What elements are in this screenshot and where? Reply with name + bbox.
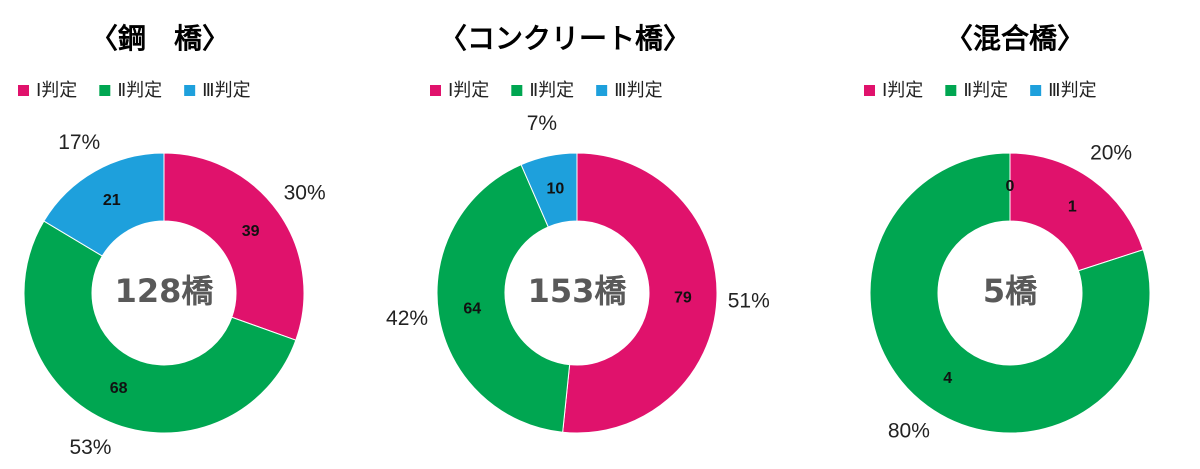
legend-swatch (1030, 85, 1042, 96)
legend-swatch (945, 85, 957, 96)
legend-swatch (18, 85, 29, 96)
legend-label: Ⅱ判定 (963, 80, 1008, 101)
legend-label: Ⅲ判定 (1048, 80, 1096, 101)
donut-slice (163, 152, 305, 341)
percent-label: 42% (386, 307, 428, 330)
value-label: 4 (943, 370, 952, 387)
center-label: 128橋 (115, 272, 215, 310)
legend-label: Ⅲ判定 (614, 80, 662, 101)
chart-title: 〈コンクリート橋〉 (439, 22, 691, 55)
donut-slice (562, 152, 718, 434)
value-label: 39 (242, 223, 260, 240)
donut-slice (436, 163, 571, 433)
value-label: 21 (103, 192, 121, 209)
legend-swatch (99, 85, 111, 96)
value-label: 64 (463, 300, 481, 317)
percent-label: 80% (888, 420, 930, 443)
legend-label: Ⅰ判定 (882, 80, 923, 101)
legend-swatch (184, 85, 196, 96)
chart-title: 〈鋼 橋〉 (90, 22, 230, 55)
donut-slice (23, 220, 297, 434)
percent-label: 30% (284, 182, 326, 205)
legend-swatch (430, 85, 441, 96)
donut-slice (869, 152, 1151, 434)
value-label: 68 (110, 380, 128, 397)
percent-label: 51% (728, 289, 770, 312)
percent-label: 17% (58, 131, 100, 154)
legend-label: Ⅲ判定 (202, 80, 250, 101)
value-label: 0 (1006, 178, 1015, 195)
percent-label: 53% (69, 436, 111, 459)
legend-label: Ⅱ判定 (529, 80, 574, 101)
value-label: 1 (1068, 198, 1077, 215)
percent-label: 20% (1090, 141, 1132, 164)
donut-slice (43, 152, 165, 257)
legend-label: Ⅰ判定 (36, 80, 77, 101)
donut-slice (1009, 152, 1144, 272)
legend-label: Ⅰ判定 (448, 80, 489, 101)
value-label: 79 (674, 290, 692, 307)
legend-label: Ⅱ判定 (117, 80, 162, 101)
center-label: 5橋 (983, 272, 1038, 310)
legend-swatch (596, 85, 608, 96)
donut-slice (520, 152, 578, 228)
value-label: 10 (546, 180, 564, 197)
center-label: 153橋 (528, 272, 628, 310)
legend-swatch (864, 85, 875, 96)
legend-swatch (511, 85, 523, 96)
chart-title: 〈混合橋〉 (945, 22, 1085, 55)
percent-label: 7% (527, 112, 557, 135)
